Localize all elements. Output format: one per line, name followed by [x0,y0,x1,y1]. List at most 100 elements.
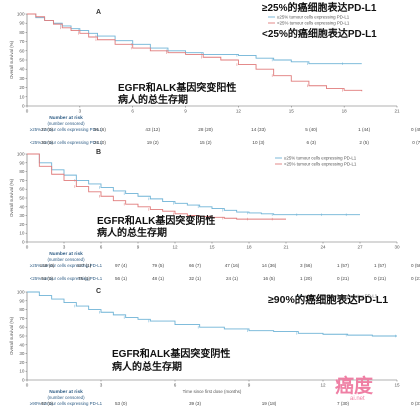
y-tick-label: 80 [19,307,25,312]
y-tick-label: 40 [19,67,25,72]
annotation-text: ≥90%的癌细胞表达PD-L1 [268,293,388,306]
risk-cell: 6 (3) [307,140,317,145]
y-tick-label: 10 [19,231,25,236]
risk-cell: 97 (4) [115,263,127,268]
risk-cell: 127 (1) [77,263,92,268]
risk-cell: 0 (21) [374,276,386,281]
x-tick-label: 6 [131,109,134,114]
risk-cell: 23 (0) [94,140,106,145]
annotation-text: EGFR和ALK基因突变阳性 [118,81,236,94]
risk-cell: 56 (1) [115,276,127,281]
y-tick-label: 70 [19,316,25,321]
risk-cell: 149 (0) [40,263,55,268]
y-tick-label: 0 [22,378,25,383]
x-tick-label: 15 [209,245,215,250]
risk-table-subtitle: (number censored) [47,121,85,126]
risk-cell: 10 (3) [252,140,264,145]
y-tick-label: 30 [19,213,25,218]
y-tick-label: 90 [19,21,25,26]
y-tick-label: 70 [19,39,25,44]
y-tick-label: 80 [19,169,25,174]
y-tick-label: 20 [19,85,25,90]
risk-cell: 1 (20) [300,276,312,281]
legend-label: <25% tumour cells expressing PD-L1 [284,162,357,167]
y-tick-label: 40 [19,342,25,347]
risk-cell: 3 (56) [300,263,312,268]
y-tick-label: 80 [19,30,25,35]
x-tick-label: 12 [172,245,178,250]
watermark-sub: ai.net [350,396,365,402]
annotation-text: ≥25%的癌细胞表达PD-L1 [262,1,377,14]
series-line-1 [27,153,360,216]
y-tick-label: 50 [19,334,25,339]
x-tick-label: 9 [248,383,251,388]
risk-cell: 14 (36) [262,263,277,268]
risk-cell: 48 (1) [152,276,164,281]
y-tick-label: 30 [19,76,25,81]
y-tick-label: 70 [19,178,25,183]
annotation-text: 病人的总生存期 [112,360,182,373]
risk-cell: 39 (3) [189,401,201,406]
y-tick-label: 0 [22,240,25,245]
risk-row-label: ≥90% tumour cells expressing PD-L1 [30,401,103,406]
legend-label: ≥90% tumour cells expressing PD-L1 [305,294,378,299]
risk-cell: 43 (12) [145,127,160,132]
x-tick-label: 15 [394,383,400,388]
x-tick-label: 6 [174,383,177,388]
legend-label: ≥25% tumour cells expressing PD-L1 [277,15,350,20]
risk-cell: 67 (0) [41,401,53,406]
x-tick-label: 30 [394,245,400,250]
risk-cell: 19 (18) [262,401,277,406]
legend-label: <25% tumour cells expressing PD-L1 [277,21,350,26]
x-tick-label: 3 [79,109,82,114]
risk-row-label: ≥25% tumour cells expressing PD-L1 [30,263,103,268]
risk-cell: 2 (5) [359,140,369,145]
risk-cell: 14 (33) [251,127,266,132]
x-tick-label: 0 [26,109,29,114]
annotation-text: EGFR和ALK基因突变阴性 [112,347,230,360]
x-tick-label: 15 [289,109,295,114]
x-tick-label: 12 [320,383,326,388]
y-axis-label: Overall survival (%) [9,178,14,217]
risk-table-title: Number at risk [49,251,83,257]
series-line-1 [27,13,362,65]
y-tick-label: 10 [19,369,25,374]
risk-cell: 28 (20) [198,127,213,132]
risk-cell: 79 (5) [152,263,164,268]
x-tick-label: 3 [63,245,66,250]
annotation-text: 病人的总生存期 [97,226,167,239]
x-tick-label: 3 [100,383,103,388]
risk-cell: 5 (40) [305,127,317,132]
risk-row-label: <25% tumour cells expressing PD-L1 [30,140,103,145]
y-tick-label: 50 [19,58,25,63]
y-tick-label: 10 [19,94,25,99]
x-tick-label: 18 [246,245,252,250]
x-tick-label: 12 [236,109,242,114]
panel-letter: A [96,9,101,16]
annotation-text: EGFR和ALK基因突变阴性 [97,214,215,227]
panel-letter: C [96,288,101,295]
risk-cell: 53 (0) [115,401,127,406]
risk-row-label: ≥25% tumour cells expressing PD-L1 [30,127,103,132]
risk-cell: 27 (0) [41,127,53,132]
y-tick-label: 90 [19,160,25,165]
y-tick-label: 20 [19,222,25,227]
risk-table-title: Number at risk [49,115,83,121]
risk-cell: 1 (44) [358,127,370,132]
x-tick-label: 18 [342,109,348,114]
risk-table-subtitle: (number censored) [47,257,85,262]
x-axis-label: Time since first dose (months) [183,389,242,394]
series-line-2 [27,153,286,220]
risk-cell: 1 (57) [374,263,386,268]
risk-cell: 0 (21) [411,276,420,281]
series-line-2 [27,13,363,92]
x-tick-label: 0 [26,245,29,250]
y-tick-label: 100 [17,12,25,17]
y-tick-label: 0 [22,104,25,109]
y-tick-label: 100 [17,290,25,295]
risk-row-label: <25% tumour cells expressing PD-L1 [30,276,103,281]
y-tick-label: 100 [17,152,25,157]
y-tick-label: 50 [19,196,25,201]
